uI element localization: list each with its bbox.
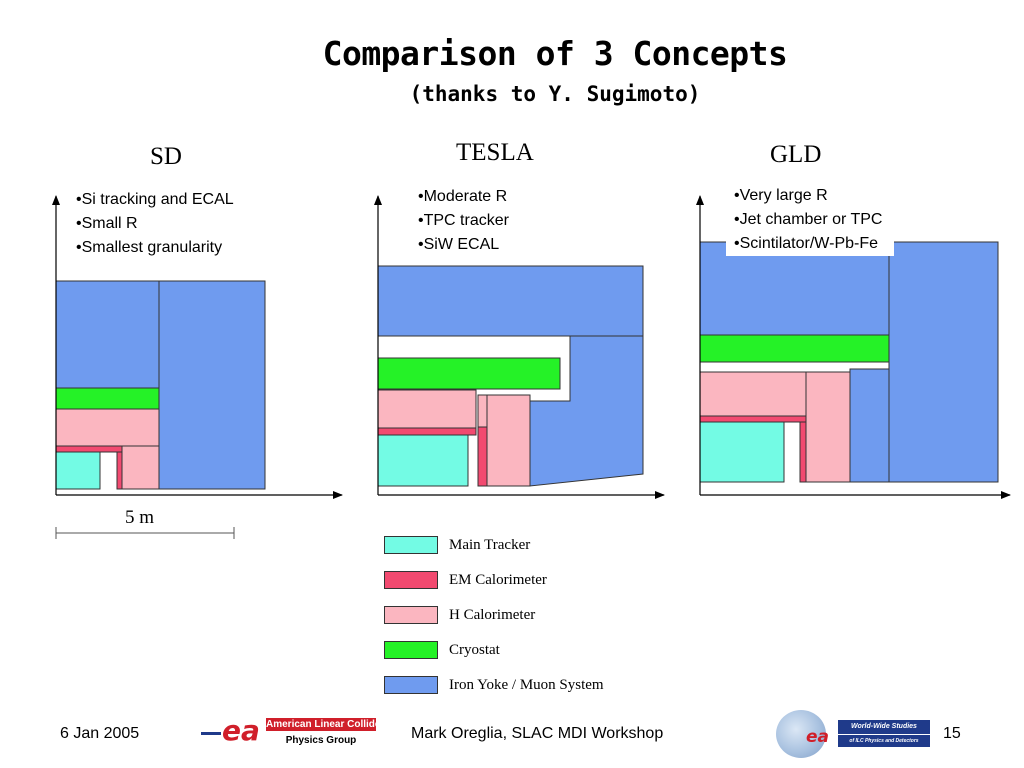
sd-bullet: •Small R: [76, 215, 138, 232]
scale-bar: [55, 527, 235, 539]
sd-hcal-barrel: [55, 408, 160, 447]
slide-title: Comparison of 3 Concepts: [322, 34, 788, 73]
sd-cryostat: [55, 387, 160, 410]
sd-yoke-barrel: [55, 280, 160, 389]
slide-subtitle: (thanks to Y. Sugimoto): [409, 82, 701, 106]
footer-author: Mark Oreglia, SLAC MDI Workshop: [411, 725, 664, 742]
worldwide-logo-text-1: World-Wide Studies: [838, 720, 930, 734]
sd-ecal-barrel: [55, 445, 123, 453]
gld-bullet: •Scintilator/W-Pb-Fe: [734, 235, 879, 252]
tesla-ecal-endcap: [477, 426, 488, 487]
tesla-bullet-list: •Moderate R •TPC tracker •SiW ECAL: [418, 185, 509, 257]
gld-bullet: •Very large R: [734, 187, 828, 204]
sd-tracker: [55, 451, 101, 490]
worldwide-logo-letters: ea: [806, 727, 830, 747]
legend-label: Main Tracker: [449, 536, 531, 553]
globe-icon: [776, 710, 826, 758]
legend-label: EM Calorimeter: [449, 571, 547, 588]
sd-yoke-endcap: [158, 280, 266, 490]
legend-item: H Calorimeter: [384, 604, 604, 626]
legend-swatch: [384, 536, 438, 554]
sd-hcal-endcap: [121, 445, 160, 490]
sd-bullet: •Smallest granularity: [76, 239, 223, 256]
legend-item: Main Tracker: [384, 534, 604, 556]
tesla-cryostat: [377, 357, 561, 390]
gld-hcal-barrel: [699, 371, 807, 417]
legend-swatch: [384, 606, 438, 624]
gld-bullet-list: •Very large R •Jet chamber or TPC •Scint…: [726, 184, 895, 256]
tesla-ecal-barrel: [377, 427, 477, 436]
legend-swatch: [384, 676, 438, 694]
gld-yoke-inner: [849, 368, 890, 483]
concept-heading-sd: SD: [150, 143, 182, 170]
sd-diagram: [52, 195, 343, 499]
concept-heading-tesla: TESLA: [456, 139, 534, 166]
page-number: 15: [943, 725, 961, 742]
alcpg-logo-letters: ea: [222, 714, 260, 747]
gld-cryostat: [699, 334, 890, 363]
legend-label: Iron Yoke / Muon System: [449, 676, 604, 693]
sd-bullet-list: •Si tracking and ECAL •Small R •Smallest…: [76, 188, 234, 260]
tesla-diagram: [374, 195, 665, 499]
alcpg-logo-text-1: American Linear Collider: [266, 718, 376, 731]
tesla-bullet: •SiW ECAL: [418, 236, 500, 253]
gld-bullet: •Jet chamber or TPC: [734, 211, 883, 228]
legend-item: EM Calorimeter: [384, 569, 604, 591]
worldwide-logo-text-2: of ILC Physics and Detectors: [838, 735, 930, 747]
legend-label: Cryostat: [449, 641, 500, 658]
alcpg-logo: ea American Linear Collider Physics Grou…: [198, 716, 378, 750]
legend: Main Tracker EM Calorimeter H Calorimete…: [384, 534, 604, 696]
gld-hcal-endcap: [805, 371, 851, 483]
sd-bullet: •Si tracking and ECAL: [76, 191, 234, 208]
gld-diagram: [696, 195, 1011, 499]
gld-tracker: [699, 421, 785, 483]
gld-yoke-barrel: [699, 241, 890, 336]
gld-ecal-barrel: [699, 415, 807, 423]
sd-ecal-endcap: [116, 451, 123, 490]
tesla-bullet: •Moderate R: [418, 188, 508, 205]
tesla-yoke-barrel: [377, 265, 644, 337]
tesla-hcal-gap: [477, 394, 488, 428]
footer-date: 6 Jan 2005: [60, 725, 140, 742]
legend-item: Cryostat: [384, 639, 604, 661]
alcpg-logo-text-2: Physics Group: [285, 735, 357, 746]
scale-label: 5 m: [125, 507, 155, 528]
legend-item: Iron Yoke / Muon System: [384, 674, 604, 696]
concept-heading-gld: GLD: [770, 141, 822, 168]
gld-yoke-endcap: [888, 241, 999, 483]
legend-swatch: [384, 571, 438, 589]
legend-label: H Calorimeter: [449, 606, 536, 623]
tesla-hcal-barrel: [377, 389, 477, 429]
legend-swatch: [384, 641, 438, 659]
worldwide-studies-logo: ea World-Wide Studies of ILC Physics and…: [776, 708, 931, 760]
tesla-bullet: •TPC tracker: [418, 212, 509, 229]
gld-ecal-endcap: [799, 421, 807, 483]
tesla-tracker: [377, 434, 469, 487]
tesla-hcal-endcap: [486, 394, 531, 487]
